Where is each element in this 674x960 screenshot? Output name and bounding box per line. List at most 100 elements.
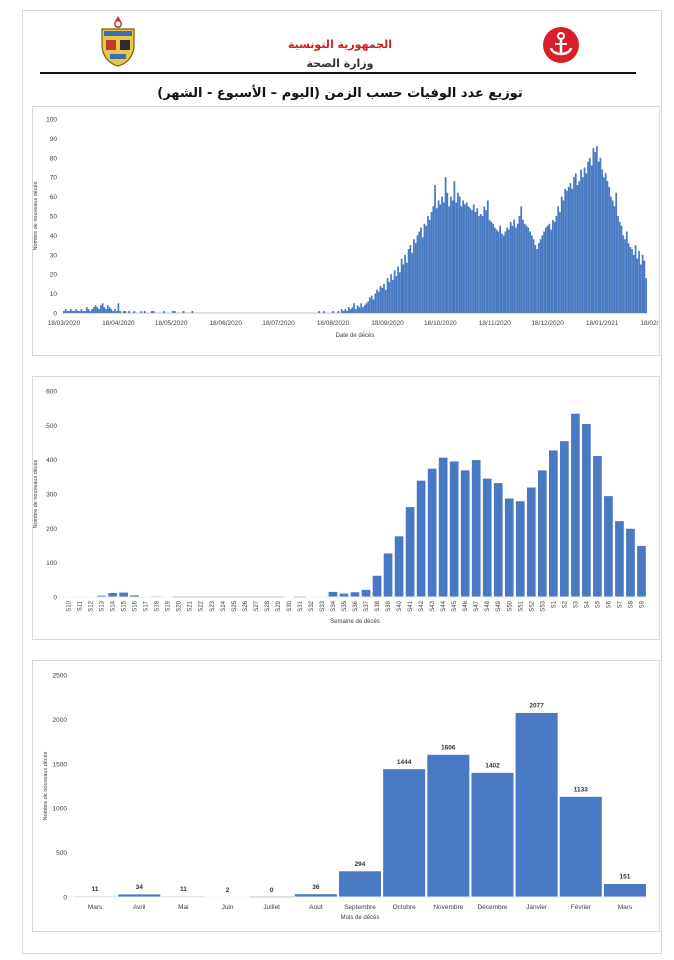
bar	[338, 592, 350, 598]
ministry-name-line2: وزارة الصحة	[306, 57, 374, 70]
bar	[118, 591, 129, 598]
bar	[571, 188, 574, 313]
y-tick-label: 100	[46, 117, 57, 124]
bar	[467, 206, 470, 313]
bar	[94, 305, 97, 313]
bar	[603, 883, 647, 898]
x-tick-label: Décembre	[477, 904, 507, 911]
bar	[625, 527, 636, 598]
bar	[427, 216, 429, 313]
x-tick-label: S33	[320, 600, 326, 611]
bar	[442, 202, 445, 313]
bar	[316, 595, 328, 598]
bar	[504, 497, 515, 598]
bar	[101, 303, 104, 313]
bar	[374, 293, 377, 313]
bar	[529, 231, 531, 313]
y-tick-label: 20	[50, 272, 58, 279]
bar	[558, 795, 603, 898]
bar	[441, 196, 443, 313]
bar	[117, 303, 120, 313]
data-label: 36	[312, 884, 320, 891]
bar	[383, 283, 385, 313]
bar	[129, 594, 140, 598]
x-tick-label: S1	[551, 600, 557, 608]
bar	[560, 196, 563, 313]
bar	[382, 552, 394, 598]
daily-deaths-svg: 0 10 20 30 40 50 60 70 80 90 100 Nombre de nouveaux…	[33, 117, 673, 340]
bar	[369, 297, 371, 313]
x-tick-label: S38	[375, 600, 381, 611]
bar	[191, 311, 194, 313]
bar	[476, 208, 479, 313]
bar	[68, 311, 71, 313]
bar	[395, 276, 398, 313]
y-tick-label: 200	[46, 526, 57, 533]
bar	[172, 311, 174, 313]
bar	[472, 204, 475, 313]
x-tick-label: S50	[507, 600, 513, 611]
bar	[532, 239, 535, 313]
x-tick-label: S35	[342, 600, 348, 611]
bar	[492, 223, 494, 313]
x-tick-label: 18/12/2020	[531, 320, 564, 327]
bar	[552, 219, 554, 313]
x-tick-label: S8	[628, 600, 634, 608]
bar	[353, 303, 355, 313]
bar	[112, 311, 115, 313]
bar	[349, 591, 361, 598]
bar	[469, 208, 472, 313]
bar	[581, 177, 584, 313]
bar	[594, 151, 596, 313]
bar	[581, 423, 592, 598]
bar	[629, 247, 632, 313]
x-tick-label: S52	[529, 600, 535, 611]
bar	[355, 309, 357, 313]
y-tick-label: 0	[53, 595, 57, 602]
tunisia-coat-of-arms-icon	[98, 14, 138, 68]
bar	[622, 235, 625, 313]
bar	[349, 309, 352, 313]
x-tick-label: S4	[584, 600, 590, 608]
bar	[438, 456, 449, 598]
x-tick-label: S44	[441, 600, 447, 611]
bar	[620, 225, 623, 313]
bar	[569, 183, 572, 313]
bar	[479, 214, 482, 313]
bar	[639, 264, 642, 313]
x-tick-label: 18/01/2021	[586, 320, 619, 327]
y-tick-label: 70	[50, 175, 58, 182]
bar	[493, 227, 496, 313]
bar	[603, 177, 605, 313]
y-tick-label: 100	[46, 560, 57, 567]
x-tick-label: S40	[397, 600, 403, 611]
bar	[597, 161, 600, 313]
x-tick-label: S42	[419, 600, 425, 611]
bar	[481, 216, 484, 313]
bar	[583, 167, 586, 313]
bar	[71, 311, 74, 313]
bar	[63, 311, 65, 313]
x-tick-label: S39	[386, 600, 392, 611]
x-tick-label: Septembre	[344, 904, 376, 911]
x-tick-label: S43	[430, 600, 436, 611]
bar	[73, 895, 117, 898]
bar	[576, 184, 579, 313]
y-tick-label: 1500	[53, 761, 68, 768]
bar	[527, 227, 530, 313]
bar	[530, 235, 533, 313]
bar	[567, 186, 570, 313]
bar	[404, 254, 407, 313]
bar	[152, 311, 155, 313]
bar	[367, 301, 370, 313]
bar	[471, 210, 473, 313]
bar	[358, 307, 361, 313]
x-tick-label: S27	[254, 600, 260, 611]
bar	[485, 210, 487, 313]
bar	[518, 216, 521, 313]
y-tick-label: 400	[46, 457, 57, 464]
bar	[115, 311, 118, 313]
weekly-deaths-chart: 0 100 200 300 400 500 600 Nombre de nouveaux dé…	[32, 376, 660, 640]
bar	[504, 231, 507, 313]
bar	[435, 208, 438, 313]
